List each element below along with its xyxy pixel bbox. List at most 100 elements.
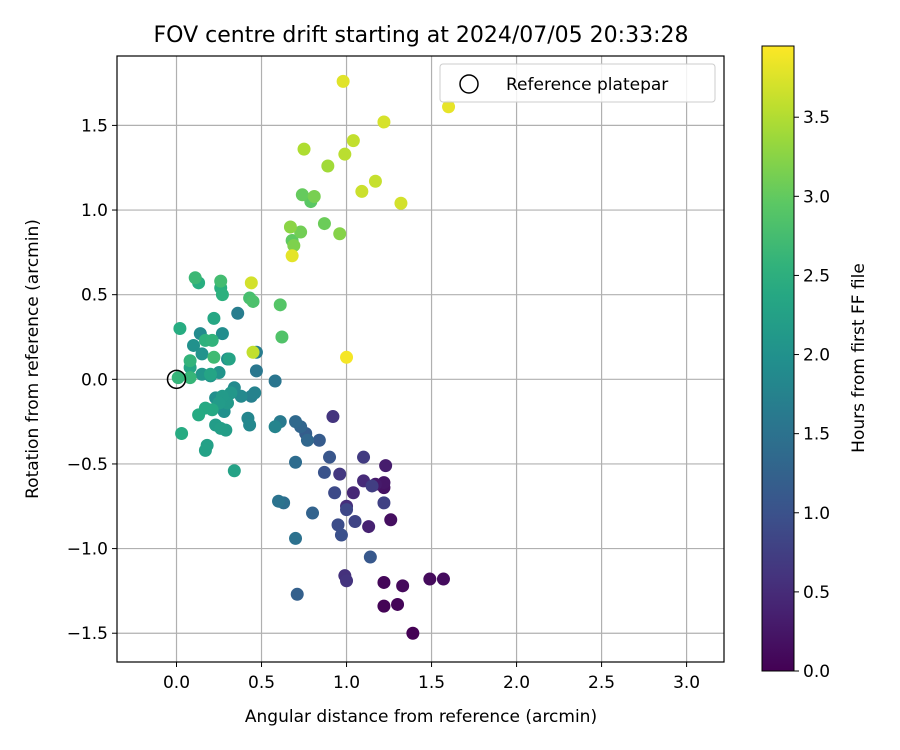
- data-point: [377, 599, 391, 613]
- data-point: [289, 455, 303, 469]
- reference-platepar-marker: [166, 369, 187, 390]
- data-point: [377, 575, 391, 589]
- data-point: [300, 433, 314, 447]
- data-point: [290, 587, 304, 601]
- data-point: [328, 486, 342, 500]
- data-point: [246, 294, 260, 308]
- data-point: [272, 494, 286, 508]
- data-point: [346, 134, 360, 148]
- y-tick-label: −0.5: [67, 455, 108, 475]
- x-tick-label: 2.5: [588, 673, 615, 693]
- data-point: [171, 371, 185, 385]
- colorbar-tick-label: 0.0: [803, 662, 830, 682]
- legend: Reference platepar: [439, 63, 716, 103]
- data-point: [275, 330, 289, 344]
- data-point: [187, 338, 201, 352]
- data-point: [340, 574, 354, 588]
- data-point: [346, 486, 360, 500]
- x-tick-label: 0.5: [248, 673, 275, 693]
- colorbar: [761, 45, 795, 672]
- x-tick-label: 1.0: [333, 673, 360, 693]
- data-point: [195, 347, 209, 361]
- data-point: [183, 354, 197, 368]
- data-point: [323, 450, 337, 464]
- data-point: [363, 550, 377, 564]
- data-point: [340, 350, 354, 364]
- legend-reference-marker-icon: [459, 74, 479, 94]
- x-tick-label: 2.0: [503, 673, 530, 693]
- data-point: [379, 459, 393, 473]
- data-point: [214, 421, 228, 435]
- data-point: [312, 433, 326, 447]
- data-point: [423, 572, 437, 586]
- y-tick-label: 0.5: [81, 286, 108, 306]
- data-point: [192, 408, 206, 422]
- data-point: [289, 415, 303, 429]
- data-point: [246, 345, 260, 359]
- data-point: [295, 188, 309, 202]
- data-point: [289, 531, 303, 545]
- colorbar-tick-label: 3.5: [803, 108, 830, 128]
- data-point: [204, 367, 218, 381]
- colorbar-tick-label: 2.5: [803, 266, 830, 286]
- data-point: [268, 374, 282, 388]
- data-point: [205, 333, 219, 347]
- data-point: [377, 496, 391, 510]
- data-point: [215, 288, 229, 302]
- data-point: [348, 515, 362, 529]
- x-tick-label: 3.0: [673, 673, 700, 693]
- data-point: [307, 189, 321, 203]
- data-point: [394, 196, 408, 210]
- y-tick-label: −1.5: [67, 624, 108, 644]
- data-point: [268, 420, 282, 434]
- data-points: [166, 74, 456, 640]
- data-point: [306, 506, 320, 520]
- legend-box: [439, 63, 716, 103]
- data-point: [377, 115, 391, 129]
- colorbar-label: Hours from first FF file: [849, 263, 869, 453]
- legend-label: Reference platepar: [506, 75, 668, 95]
- data-point: [331, 518, 345, 532]
- data-point: [222, 352, 236, 366]
- data-point: [365, 479, 379, 493]
- colorbar-tick-label: 2.0: [803, 346, 830, 366]
- x-tick-label: 0.0: [163, 673, 190, 693]
- data-point: [368, 174, 382, 188]
- data-point: [248, 386, 262, 400]
- data-point: [243, 418, 257, 432]
- data-point: [244, 276, 258, 290]
- data-point: [406, 626, 420, 640]
- data-point: [207, 350, 221, 364]
- data-point: [317, 217, 331, 231]
- data-point: [340, 503, 354, 517]
- y-tick-label: 1.0: [81, 201, 108, 221]
- colorbar-tick-label: 1.0: [803, 504, 830, 524]
- data-point: [396, 579, 410, 593]
- y-axis-ticks: −1.5 −1.0 −0.5 0.0 0.5 1.0 1.5: [67, 116, 117, 644]
- data-point: [357, 450, 371, 464]
- data-point: [273, 298, 287, 312]
- x-tick-label: 1.5: [418, 673, 445, 693]
- x-axis-label: Angular distance from reference (arcmin): [245, 707, 597, 727]
- data-point: [442, 100, 456, 114]
- colorbar-ticks: 0.0 0.5 1.0 1.5 2.0 2.5 3.0 3.5: [794, 108, 830, 682]
- data-point: [215, 327, 229, 341]
- data-point: [183, 371, 197, 385]
- chart-title: FOV centre drift starting at 2024/07/05 …: [154, 23, 689, 48]
- data-point: [384, 513, 398, 527]
- colorbar-tick-label: 1.5: [803, 425, 830, 445]
- data-point: [317, 465, 331, 479]
- data-point: [362, 520, 376, 534]
- y-tick-label: −1.0: [67, 540, 108, 560]
- data-point: [231, 306, 245, 320]
- data-point: [249, 364, 263, 378]
- y-tick-label: 0.0: [81, 370, 108, 390]
- data-point: [173, 322, 187, 336]
- data-point: [294, 225, 308, 239]
- data-point: [188, 271, 202, 285]
- data-point: [287, 239, 301, 253]
- data-point: [326, 410, 340, 424]
- data-point: [391, 597, 405, 611]
- colorbar-tick-label: 3.0: [803, 187, 830, 207]
